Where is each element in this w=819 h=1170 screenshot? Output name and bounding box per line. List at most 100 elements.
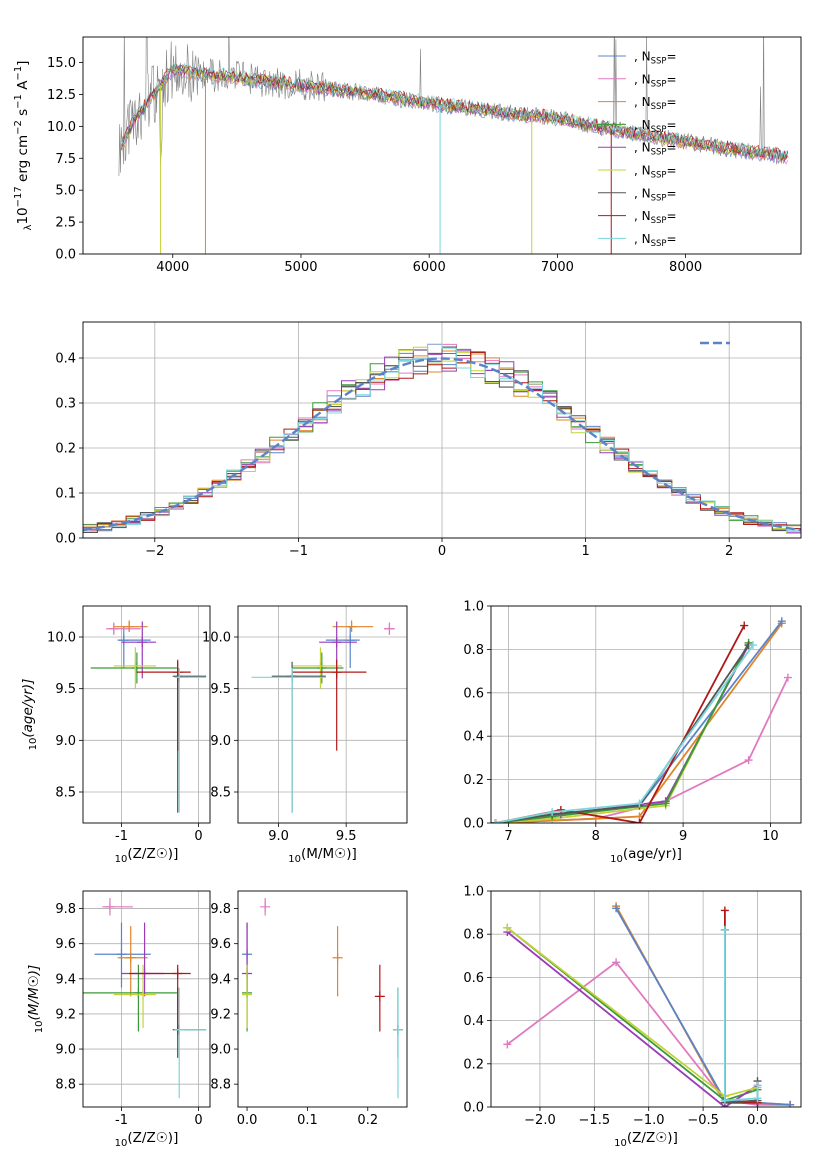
series-line bbox=[506, 931, 758, 1107]
y-tick-label: 15.0 bbox=[47, 56, 76, 71]
model-spectrum bbox=[121, 64, 788, 163]
legend-entry: , NSSP= bbox=[634, 164, 677, 181]
axes-frame bbox=[82, 605, 211, 824]
panel-8: −2.0 −1.5 −1.0 −0.5 0.0 0.0 0.2 0.4 0.6 0.8 1.0 10(… bbox=[463, 885, 802, 1149]
x-tick-label: 10 bbox=[762, 829, 779, 844]
y-tick-label: 0.6 bbox=[463, 971, 484, 986]
y-tick-label: 9.0 bbox=[210, 1043, 231, 1058]
plot-area bbox=[242, 898, 403, 1099]
series-line bbox=[506, 926, 758, 1102]
series-marker bbox=[548, 808, 557, 817]
panel-6: -1 0 8.8 9.0 9.2 9.4 9.6 9.8 10(Z/Z☉)] 10(M/M☉)] bbox=[26, 890, 211, 1149]
series-marker bbox=[635, 799, 644, 808]
x-tick-label: −1.0 bbox=[633, 1113, 665, 1128]
data-point bbox=[392, 1024, 403, 1035]
y-tick-label: 9.8 bbox=[210, 902, 231, 917]
series-line bbox=[724, 929, 759, 1104]
x-tick-label: −1 bbox=[289, 544, 308, 559]
y-tick-label: 1.0 bbox=[463, 600, 484, 615]
data-point bbox=[345, 635, 356, 646]
legend-entry: , NSSP= bbox=[634, 232, 677, 249]
series-line bbox=[495, 622, 783, 823]
y-tick-label: 1.0 bbox=[463, 885, 484, 900]
y-tick-label: 0.2 bbox=[55, 442, 76, 457]
x-tick-label: 0 bbox=[194, 829, 202, 844]
model-spectrum bbox=[121, 61, 789, 160]
x-tick-label: 9.0 bbox=[268, 829, 289, 844]
series-marker bbox=[786, 1100, 795, 1107]
axes-frame bbox=[237, 890, 408, 1108]
legend-entry: , NSSP= bbox=[634, 72, 677, 89]
y-tick-label: 0.2 bbox=[463, 1057, 484, 1072]
y-tick-label: 0.4 bbox=[463, 730, 484, 745]
series-line bbox=[724, 910, 758, 1104]
legend-entry: , NSSP= bbox=[634, 50, 677, 67]
y-tick-label: 9.6 bbox=[55, 937, 76, 952]
x-tick-label: 9.5 bbox=[336, 829, 357, 844]
y-tick-label: 9.5 bbox=[210, 682, 231, 697]
x-tick-label: 0.1 bbox=[297, 1113, 318, 1128]
data-point bbox=[315, 660, 326, 671]
x-tick-label: 0 bbox=[438, 544, 446, 559]
series-line bbox=[495, 642, 750, 823]
series-line bbox=[495, 644, 750, 823]
x-tick-label: −1.5 bbox=[579, 1113, 611, 1128]
series-marker bbox=[612, 904, 621, 913]
x-axis-label: 10(age/yr)] bbox=[610, 846, 682, 865]
data-point bbox=[131, 663, 142, 673]
axes-frame bbox=[82, 890, 211, 1108]
y-tick-label: 9.5 bbox=[55, 682, 76, 697]
series-marker bbox=[753, 1094, 762, 1103]
y-tick-label: 9.0 bbox=[55, 734, 76, 749]
y-tick-label: 8.5 bbox=[55, 786, 76, 801]
axes-frame bbox=[490, 890, 802, 1108]
x-tick-label: -1 bbox=[115, 829, 128, 844]
x-tick-label: 0.2 bbox=[357, 1113, 378, 1128]
x-tick-label: 0.0 bbox=[747, 1113, 768, 1128]
y-tick-label: 0.8 bbox=[463, 643, 484, 658]
y-tick-label: 2.5 bbox=[55, 216, 76, 231]
axes-frame bbox=[82, 321, 802, 539]
series-marker bbox=[744, 756, 753, 765]
data-point bbox=[108, 623, 119, 634]
data-point bbox=[125, 952, 136, 963]
y-tick-label: 9.0 bbox=[55, 1043, 76, 1058]
series-marker bbox=[503, 923, 512, 932]
data-point bbox=[287, 672, 298, 683]
series-line bbox=[495, 642, 750, 823]
axes-frame bbox=[490, 605, 802, 824]
y-tick-label: 0.3 bbox=[55, 397, 76, 412]
series-marker bbox=[753, 1081, 762, 1090]
data-point bbox=[384, 623, 395, 634]
x-tick-label: 1 bbox=[581, 544, 589, 559]
panel-4: 9.0 9.5 8.5 9.0 9.5 10.0 10(M/M☉)] bbox=[202, 605, 408, 865]
y-tick-label: 0.4 bbox=[463, 1014, 484, 1029]
data-point bbox=[174, 1024, 185, 1035]
panel-1: 4000 5000 6000 7000 8000 0.0 2.5 5.0 7.5 10.0 12.5… bbox=[13, 36, 802, 275]
y-tick-label: 0.0 bbox=[55, 532, 76, 547]
x-tick-label: 2 bbox=[725, 544, 733, 559]
data-point bbox=[346, 621, 357, 632]
panel-3: -1 0 8.5 9.0 9.5 10.0 10(Z/Z☉)] 10(age/yr)] bbox=[20, 605, 211, 865]
x-tick-label: 0.0 bbox=[237, 1113, 258, 1128]
x-axis-label: 10(Z/Z☉)] bbox=[115, 1130, 179, 1149]
y-tick-label: 9.8 bbox=[55, 902, 76, 917]
y-tick-label: 0.4 bbox=[55, 352, 76, 367]
data-spectrum bbox=[118, 37, 789, 177]
data-point bbox=[260, 901, 271, 912]
model-spectrum bbox=[121, 62, 789, 161]
y-tick-label: 12.5 bbox=[47, 88, 76, 103]
y-axis-label: 10(M/M☉)] bbox=[26, 965, 45, 1033]
data-point bbox=[374, 991, 385, 1002]
legend-entry: , NSSP= bbox=[634, 209, 677, 226]
series-line bbox=[495, 620, 783, 823]
x-tick-label: 8000 bbox=[669, 260, 702, 275]
panel-2: −2 −1 0 1 2 0.0 0.1 0.2 0.3 0.4 bbox=[55, 321, 802, 559]
y-tick-label: 0.6 bbox=[463, 686, 484, 701]
panel-7: 0.0 0.1 0.2 8.8 9.0 9.2 9.4 9.6 9.8 bbox=[210, 890, 408, 1128]
x-tick-label: 4000 bbox=[156, 260, 189, 275]
data-point bbox=[138, 989, 149, 1000]
y-tick-label: 8.5 bbox=[210, 786, 231, 801]
y-axis-label: λ10−17 erg cm−2 s−1 A−1] bbox=[13, 61, 34, 231]
y-tick-label: 10.0 bbox=[47, 631, 76, 646]
